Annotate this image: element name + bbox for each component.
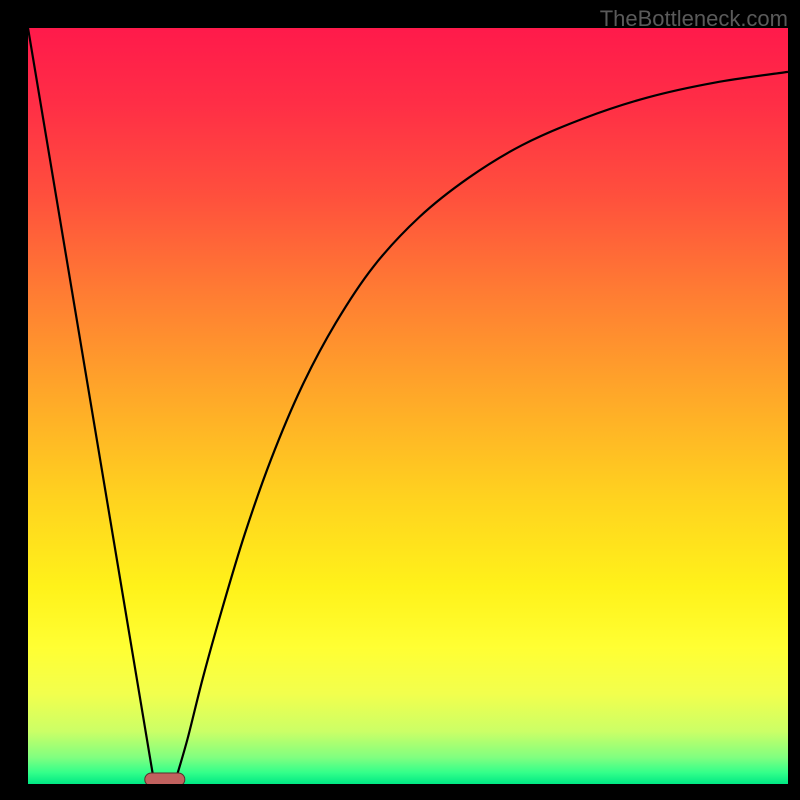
plot-area xyxy=(28,28,788,784)
bottleneck-marker xyxy=(145,773,185,784)
curve-layer xyxy=(28,28,788,784)
v-curve-left-segment xyxy=(28,28,153,778)
watermark-text: TheBottleneck.com xyxy=(600,6,788,32)
watermark-label: TheBottleneck.com xyxy=(600,6,788,31)
v-curve-right-segment xyxy=(176,72,788,778)
chart-container: TheBottleneck.com xyxy=(0,0,800,800)
